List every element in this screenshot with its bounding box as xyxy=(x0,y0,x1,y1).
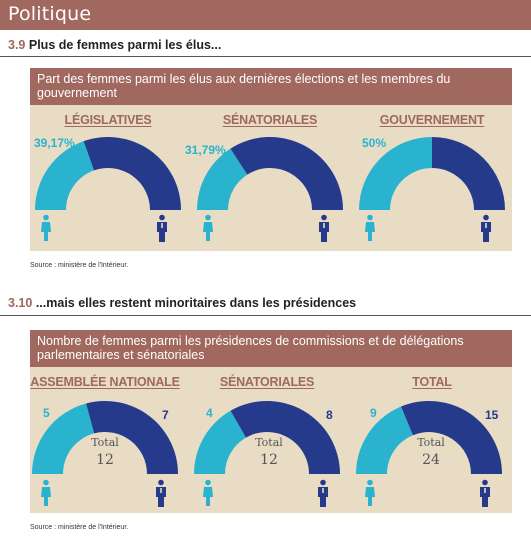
chart2-total-label-3: Total xyxy=(417,436,445,449)
section2-number: 3.10 xyxy=(8,296,33,310)
chart1-label-2: 31,79% xyxy=(185,143,226,157)
chart1-man-icon-1 xyxy=(157,214,167,242)
chart2-total-2: 12 xyxy=(260,452,278,468)
chart1-donut-3-women-arc xyxy=(359,137,432,210)
chart2-men-1: 7 xyxy=(162,408,169,422)
chart1-donut-1 xyxy=(35,136,181,210)
chart1-category-2: SÉNATORIALES xyxy=(222,113,318,127)
section1-source: Source : ministère de l'Intérieur. xyxy=(30,262,129,269)
chart1-woman-icon-1 xyxy=(41,214,51,241)
chart1-donut-2 xyxy=(197,137,343,210)
chart2-man-icon-1 xyxy=(156,479,166,507)
chart1-donut-1-men-arc xyxy=(83,136,181,210)
chart2-total-label-1: Total xyxy=(91,436,119,449)
chart2-donut-2-women-arc xyxy=(194,410,246,474)
chart1-man-icon-3 xyxy=(481,214,491,242)
chart2-total-1: 12 xyxy=(96,452,114,468)
chart2-men-3: 15 xyxy=(485,408,499,422)
chart1-category-1: LÉGISLATIVES xyxy=(64,113,152,127)
chart2-total-3: 24 xyxy=(422,452,440,468)
section2-title-text: ...mais elles restent minoritaires dans … xyxy=(35,296,357,310)
section1-title: 3.9 Plus de femmes parmi les élus... xyxy=(8,38,221,52)
chart2-title: Nombre de femmes parmi les présidences d… xyxy=(30,330,512,367)
chart2-woman-icon-3 xyxy=(365,479,375,506)
chart2-donut-2-men-arc xyxy=(230,401,340,474)
chart1-woman-icon-3 xyxy=(365,214,375,241)
chart2-women-1: 5 xyxy=(43,406,50,420)
chart1-donut-2-men-arc xyxy=(230,137,343,210)
chart1-title: Part des femmes parmi les élus aux derni… xyxy=(30,68,512,105)
chart1-category-3: GOUVERNEMENT xyxy=(379,113,485,127)
chart1-donut-2-women-arc xyxy=(197,148,248,210)
chart2-category-3: TOTAL xyxy=(412,375,452,389)
chart2-man-icon-2 xyxy=(318,479,328,507)
chart2-donut-3-women-arc xyxy=(356,406,413,474)
chart2-donut-3 xyxy=(356,401,502,474)
section2-title: 3.10 ...mais elles restent minoritaires … xyxy=(8,296,356,310)
chart2-women-3: 9 xyxy=(370,406,377,420)
section1-title-text: Plus de femmes parmi les élus... xyxy=(28,38,222,52)
chart2-donut-1-women-arc xyxy=(32,403,95,474)
chart1-woman-icon-2 xyxy=(203,214,213,241)
chart2-woman-icon-1 xyxy=(41,479,51,506)
chart2-men-2: 8 xyxy=(326,408,333,422)
chart2-category-1: ASSEMBLÉE NATIONALE xyxy=(30,375,180,389)
header-banner: Politique xyxy=(0,0,531,30)
page-title: Politique xyxy=(8,3,92,25)
chart1-donut-3-men-arc xyxy=(432,137,505,210)
chart1-man-icon-2 xyxy=(319,214,329,242)
chart1-label-3: 50% xyxy=(362,136,387,150)
chart1-donut-1-women-arc xyxy=(35,141,94,210)
chart2-total-label-2: Total xyxy=(255,436,283,449)
chart2-donut-3-men-arc xyxy=(401,401,502,474)
section2-source: Source : ministère de l'Intérieur. xyxy=(30,524,129,531)
chart2-woman-icon-2 xyxy=(203,479,213,506)
section1-rule xyxy=(0,56,531,57)
chart2-donut-1-men-arc xyxy=(86,401,178,474)
chart2-donut-2 xyxy=(194,401,340,474)
chart2-donut-1 xyxy=(32,401,178,474)
section1-number: 3.9 xyxy=(8,38,26,52)
chart2-women-2: 4 xyxy=(206,406,213,420)
chart1-donut-3 xyxy=(359,137,505,210)
chart2-category-2: SÉNATORIALES xyxy=(219,375,315,389)
section2-rule xyxy=(0,315,531,316)
chart2-man-icon-3 xyxy=(480,479,490,507)
chart1-label-1: 39,17% xyxy=(34,136,75,150)
